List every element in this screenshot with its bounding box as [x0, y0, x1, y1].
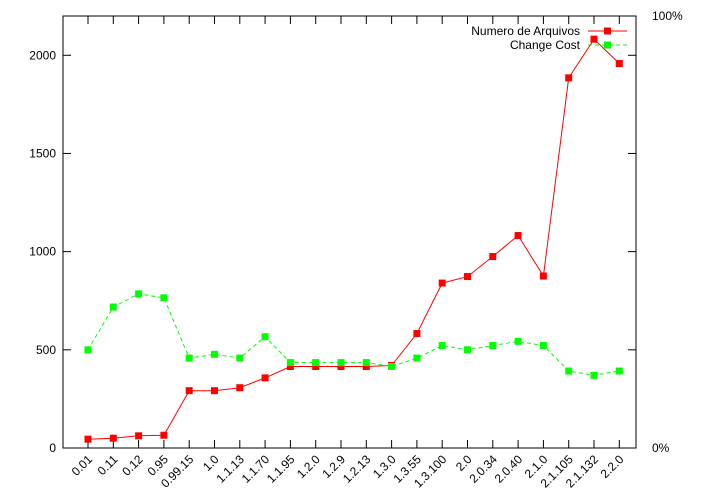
series-layer [84, 35, 623, 443]
series-0-point [362, 363, 370, 371]
series-0-point [464, 273, 471, 281]
y-tick-label: 1500 [29, 146, 56, 160]
series-1-point [312, 359, 320, 367]
series-0-point [236, 384, 244, 392]
series-line-0 [87, 38, 620, 440]
legend-label: Change Cost [510, 38, 581, 52]
plot-frame [62, 15, 637, 449]
series-1-point [464, 346, 471, 354]
x-tick-label: 0.01 [69, 452, 96, 479]
x-tick-label: 1.2.13 [340, 452, 374, 486]
y-tick-label: 0 [49, 441, 56, 455]
series-1-point [236, 354, 244, 362]
series-0-point [185, 387, 193, 395]
legend-marker [604, 27, 611, 35]
x-tick-label: 0.11 [95, 452, 121, 478]
x-tick-label: 1.1.70 [239, 452, 273, 486]
series-1-point [109, 303, 117, 311]
series-1-point [362, 359, 370, 367]
series-1-point [84, 346, 92, 354]
x-tick-label: 2.0.40 [492, 452, 526, 486]
series-0-point [286, 363, 294, 371]
x-tick-label: 2.2.0 [598, 452, 627, 481]
y-right-tick-label: 100% [652, 9, 683, 23]
series-0-point [615, 60, 623, 68]
series-1-point [185, 354, 193, 362]
series-1-point [413, 354, 421, 362]
series-0-point [514, 232, 522, 240]
y-axis: 0 500 1000 1500 2000 [29, 48, 636, 455]
x-tick-label: 2.0.34 [466, 452, 500, 486]
series-0-point [337, 363, 345, 371]
series-1-point [160, 294, 168, 302]
series-0-point [109, 434, 117, 442]
series-0-point [590, 35, 598, 43]
series-0-point [84, 435, 92, 443]
series-1-point [135, 290, 143, 298]
series-0-point [565, 74, 573, 82]
series-0-point [160, 431, 168, 439]
series-1-point [286, 359, 294, 367]
series-0-point [211, 387, 218, 395]
x-tick-label: 1.1.13 [213, 452, 247, 486]
series-0-point [135, 432, 143, 440]
series-0-point [413, 330, 421, 338]
series-0-point [438, 279, 446, 287]
series-0-point [489, 253, 497, 261]
legend-label: Numero de Arquivos [471, 24, 580, 38]
y-right-tick-label: 0% [652, 441, 670, 455]
y-right-axis: 0% 100% [652, 9, 683, 455]
series-1-point [261, 333, 269, 341]
series-1-point [590, 371, 598, 379]
series-1-point [438, 341, 446, 349]
x-tick-label: 1.2.0 [294, 452, 323, 481]
series-1-point [539, 341, 547, 349]
series-1-point [514, 337, 522, 345]
x-axis: 0.01 0.110.120.950.99.15 1.01.1.131.1.701.… [69, 16, 627, 490]
x-tick-label: 0.12 [119, 452, 146, 479]
series-0-point [312, 363, 320, 371]
series-1-point [388, 363, 396, 371]
series-0-point [261, 374, 269, 382]
series-0-point [539, 272, 547, 280]
x-tick-label: 1.1.95 [264, 452, 298, 486]
y-tick-label: 500 [36, 343, 56, 357]
series-1-point [211, 350, 218, 358]
series-1-point [615, 367, 623, 375]
series-1-point [489, 341, 497, 349]
series-1-point [337, 359, 345, 367]
series-1-point [565, 367, 573, 375]
y-tick-label: 2000 [29, 48, 56, 62]
series-line-1 [87, 293, 620, 376]
legend-marker [604, 41, 611, 49]
y-tick-label: 1000 [29, 245, 56, 259]
